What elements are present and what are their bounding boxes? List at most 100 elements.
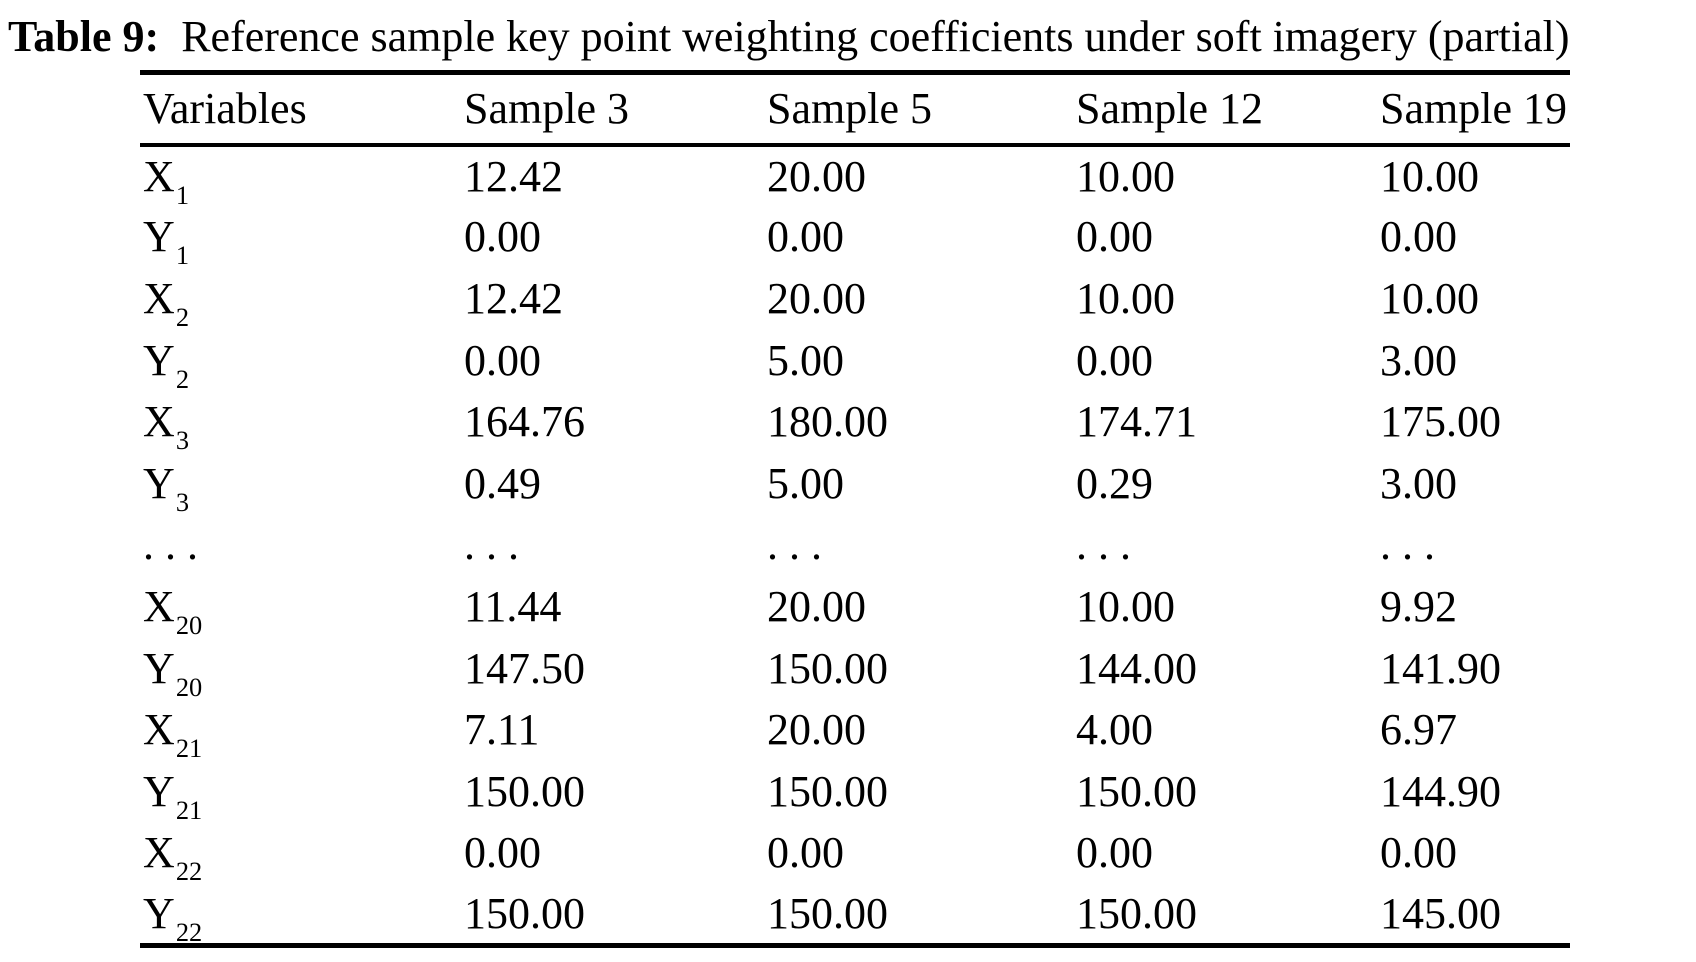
- value-cell: 5.00: [767, 335, 844, 385]
- value-cell: 0.00: [1076, 828, 1153, 878]
- value-cell: 144.00: [1076, 643, 1197, 693]
- table-row: X21 7.11 20.00 4.00 6.97: [140, 699, 1570, 761]
- variable-cell: Y22: [140, 884, 461, 946]
- value-cell: . . .: [767, 520, 822, 570]
- value-cell: 174.71: [1076, 397, 1197, 447]
- caption-label: Table 9:: [8, 12, 160, 61]
- column-header: Sample 19: [1377, 72, 1570, 147]
- variable-subscript: 3: [175, 425, 190, 456]
- variable-base: Y: [143, 888, 175, 938]
- variable-cell: X2: [140, 268, 461, 330]
- table-row: X2 12.42 20.00 10.00 10.00: [140, 268, 1570, 330]
- value-cell: 150.00: [767, 766, 888, 816]
- value-cell: 180.00: [767, 397, 888, 447]
- column-header: Sample 5: [764, 72, 1073, 147]
- variable-subscript: 2: [175, 301, 190, 332]
- value-cell: 164.76: [464, 397, 585, 447]
- value-cell: 150.00: [464, 888, 585, 938]
- variable-subscript: 22: [175, 916, 203, 947]
- value-cell: 20.00: [767, 581, 866, 631]
- table-row: X3 164.76 180.00 174.71 175.00: [140, 391, 1570, 453]
- variable-base: X: [143, 828, 175, 878]
- value-cell: 10.00: [1076, 273, 1175, 323]
- value-cell: 150.00: [767, 888, 888, 938]
- variable-base: . . .: [143, 520, 198, 570]
- value-cell: 7.11: [464, 705, 540, 755]
- value-cell: 4.00: [1076, 705, 1153, 755]
- value-cell: 9.92: [1380, 581, 1457, 631]
- coefficients-table: Variables Sample 3 Sample 5 Sample 12 Sample…: [140, 70, 1570, 948]
- value-cell: 150.00: [1076, 766, 1197, 816]
- variable-subscript: 20: [175, 671, 203, 702]
- value-cell: 3.00: [1380, 335, 1457, 385]
- variable-subscript: 20: [175, 609, 203, 640]
- variable-cell: . . .: [140, 514, 461, 576]
- value-cell: 150.00: [1076, 888, 1197, 938]
- value-cell: 0.00: [1076, 212, 1153, 262]
- variable-base: X: [143, 151, 175, 201]
- value-cell: 20.00: [767, 705, 866, 755]
- value-cell: 10.00: [1380, 273, 1479, 323]
- variable-base: Y: [143, 212, 175, 262]
- variable-subscript: 21: [175, 733, 203, 764]
- value-cell: 150.00: [767, 643, 888, 693]
- value-cell: 3.00: [1380, 458, 1457, 508]
- variable-cell: Y3: [140, 452, 461, 517]
- variable-cell: Y1: [140, 206, 461, 268]
- variable-base: Y: [143, 458, 175, 508]
- variable-base: X: [143, 397, 175, 447]
- value-cell: 0.00: [1076, 335, 1153, 385]
- value-cell: 10.00: [1076, 151, 1175, 201]
- value-cell: 0.00: [464, 335, 541, 385]
- value-cell: . . .: [1076, 520, 1131, 570]
- table-row: X22 0.00 0.00 0.00 0.00: [140, 822, 1570, 884]
- variable-subscript: 3: [175, 486, 190, 517]
- variable-base: Y: [143, 335, 175, 385]
- value-cell: 144.90: [1380, 766, 1501, 816]
- value-cell: 0.00: [767, 828, 844, 878]
- value-cell: 0.00: [767, 212, 844, 262]
- header-row: Variables Sample 3 Sample 5 Sample 12 Sample…: [140, 72, 1570, 147]
- value-cell: 145.00: [1380, 888, 1501, 938]
- column-header: Sample 3: [461, 72, 764, 147]
- table-row: X1 12.42 20.00 10.00 10.00: [140, 145, 1570, 210]
- table-row: Y21 150.00 150.00 150.00 144.90: [140, 760, 1570, 825]
- variable-cell: X3: [140, 391, 461, 453]
- value-cell: 10.00: [1380, 151, 1479, 201]
- value-cell: 12.42: [464, 151, 563, 201]
- variable-subscript: 22: [175, 856, 203, 887]
- value-cell: 10.00: [1076, 581, 1175, 631]
- variable-cell: X22: [140, 822, 461, 884]
- value-cell: 0.00: [1380, 212, 1457, 262]
- caption-text: Reference sample key point weighting coe…: [181, 12, 1570, 61]
- value-cell: 0.49: [464, 458, 541, 508]
- table-caption: Table 9: Reference sample key point weigh…: [0, 0, 1696, 70]
- value-cell: . . .: [464, 520, 519, 570]
- variable-subscript: 2: [175, 363, 190, 394]
- value-cell: 20.00: [767, 273, 866, 323]
- value-cell: 0.00: [1380, 828, 1457, 878]
- variable-cell: X21: [140, 699, 461, 761]
- variable-subscript: 1: [175, 240, 190, 271]
- variable-subscript: 1: [175, 179, 190, 210]
- table-row: Y1 0.00 0.00 0.00 0.00: [140, 206, 1570, 268]
- value-cell: 11.44: [464, 581, 562, 631]
- variable-cell: Y21: [140, 760, 461, 825]
- value-cell: 141.90: [1380, 643, 1501, 693]
- table-row: Y3 0.49 5.00 0.29 3.00: [140, 452, 1570, 517]
- value-cell: 20.00: [767, 151, 866, 201]
- variable-cell: X20: [140, 576, 461, 638]
- variable-subscript: 21: [175, 794, 203, 825]
- variable-base: X: [143, 705, 175, 755]
- table-body: X1 12.42 20.00 10.00 10.00 Y1 0.00 0.00 0.00 0.00…: [140, 145, 1570, 946]
- table-row: Y20 147.50 150.00 144.00 141.90: [140, 637, 1570, 702]
- value-cell: 5.00: [767, 458, 844, 508]
- value-cell: 12.42: [464, 273, 563, 323]
- variable-cell: X1: [140, 145, 461, 210]
- value-cell: 0.00: [464, 212, 541, 262]
- variable-base: X: [143, 273, 175, 323]
- value-cell: 6.97: [1380, 705, 1457, 755]
- value-cell: . . .: [1380, 520, 1435, 570]
- variable-base: Y: [143, 766, 175, 816]
- variable-cell: Y2: [140, 329, 461, 394]
